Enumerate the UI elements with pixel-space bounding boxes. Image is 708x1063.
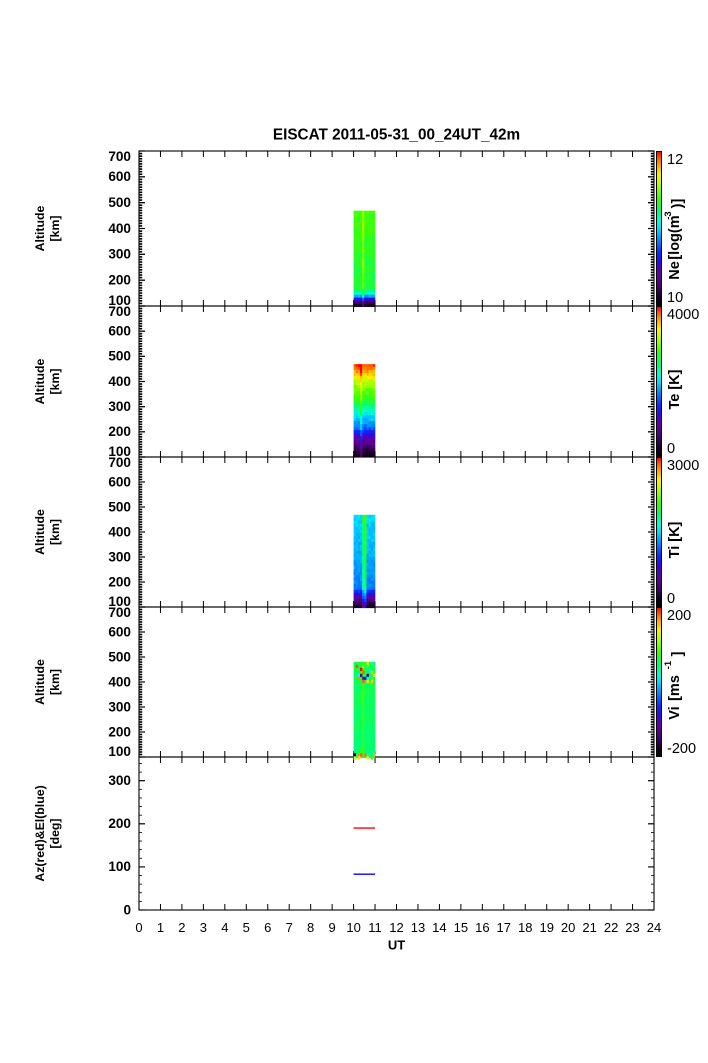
svg-text:]: ] — [670, 651, 686, 656]
svg-text:[km]: [km] — [48, 216, 62, 242]
svg-text:500: 500 — [108, 195, 131, 210]
svg-text:4: 4 — [221, 920, 228, 935]
svg-text:20: 20 — [561, 920, 575, 935]
svg-text:400: 400 — [108, 524, 131, 539]
svg-text:[ms: [ms — [667, 675, 683, 701]
svg-text:3000: 3000 — [667, 458, 699, 474]
svg-text:200: 200 — [108, 816, 131, 831]
svg-text:7: 7 — [286, 920, 293, 935]
svg-text:0: 0 — [123, 902, 131, 917]
svg-text:)]: )] — [670, 199, 686, 209]
svg-text:21: 21 — [582, 920, 596, 935]
svg-text:600: 600 — [108, 474, 131, 489]
svg-text:-200: -200 — [667, 741, 696, 757]
svg-text:17: 17 — [497, 920, 511, 935]
svg-text:400: 400 — [108, 221, 131, 236]
svg-text:400: 400 — [108, 674, 131, 689]
svg-text:400: 400 — [108, 374, 131, 389]
svg-text:200: 200 — [667, 608, 691, 624]
svg-text:Altitude: Altitude — [33, 509, 47, 555]
svg-text:16: 16 — [475, 920, 489, 935]
svg-text:3: 3 — [200, 920, 207, 935]
svg-text:Altitude: Altitude — [33, 205, 47, 251]
svg-text:600: 600 — [108, 323, 131, 338]
svg-text:200: 200 — [108, 424, 131, 439]
svg-text:10: 10 — [346, 920, 360, 935]
svg-text:12: 12 — [389, 920, 403, 935]
svg-text:Altitude: Altitude — [33, 659, 47, 705]
svg-text:1: 1 — [157, 920, 164, 935]
svg-text:-1: -1 — [663, 660, 674, 669]
svg-text:300: 300 — [108, 699, 131, 714]
svg-text:UT: UT — [388, 938, 405, 953]
svg-text:200: 200 — [108, 724, 131, 739]
svg-text:22: 22 — [604, 920, 618, 935]
svg-text:700: 700 — [108, 605, 131, 620]
svg-text:200: 200 — [108, 272, 131, 287]
svg-text:Ne: Ne — [667, 261, 683, 280]
svg-text:24: 24 — [647, 920, 661, 935]
svg-text:11: 11 — [368, 920, 382, 935]
svg-text:200: 200 — [108, 574, 131, 589]
svg-text:19: 19 — [539, 920, 553, 935]
svg-text:Az(red)&El(blue): Az(red)&El(blue) — [33, 785, 47, 881]
svg-text:EISCAT 2011-05-31_00_24UT_42m: EISCAT 2011-05-31_00_24UT_42m — [273, 127, 520, 144]
svg-text:5: 5 — [243, 920, 250, 935]
svg-text:700: 700 — [108, 455, 131, 470]
svg-text:8: 8 — [307, 920, 314, 935]
svg-text:Vi: Vi — [667, 706, 683, 719]
svg-text:6: 6 — [264, 920, 271, 935]
svg-text:500: 500 — [108, 499, 131, 514]
svg-text:Altitude: Altitude — [33, 358, 47, 404]
svg-text:0: 0 — [667, 441, 675, 457]
svg-text:[log(m: [log(m — [667, 215, 683, 259]
svg-text:100: 100 — [108, 744, 131, 759]
svg-text:2: 2 — [178, 920, 185, 935]
svg-text:300: 300 — [108, 773, 131, 788]
svg-text:9: 9 — [329, 920, 336, 935]
svg-text:[km]: [km] — [48, 369, 62, 395]
svg-text:15: 15 — [454, 920, 468, 935]
svg-text:100: 100 — [108, 859, 131, 874]
svg-text:13: 13 — [411, 920, 425, 935]
svg-text:4000: 4000 — [667, 307, 699, 323]
svg-text:300: 300 — [108, 549, 131, 564]
svg-text:Ti [K]: Ti [K] — [667, 521, 683, 558]
svg-text:[deg]: [deg] — [48, 818, 62, 848]
svg-text:700: 700 — [108, 149, 131, 164]
svg-text:500: 500 — [108, 349, 131, 364]
svg-text:12: 12 — [667, 152, 683, 168]
svg-text:18: 18 — [518, 920, 532, 935]
svg-text:Te [K]: Te [K] — [667, 369, 683, 409]
svg-text:300: 300 — [108, 247, 131, 262]
svg-text:700: 700 — [108, 304, 131, 319]
svg-text:0: 0 — [135, 920, 142, 935]
svg-text:23: 23 — [625, 920, 639, 935]
svg-text:0: 0 — [667, 591, 675, 607]
svg-text:14: 14 — [432, 920, 446, 935]
svg-text:[km]: [km] — [48, 519, 62, 545]
svg-text:10: 10 — [667, 290, 683, 306]
svg-text:600: 600 — [108, 624, 131, 639]
svg-text:[km]: [km] — [48, 669, 62, 695]
svg-text:500: 500 — [108, 649, 131, 664]
svg-text:-3: -3 — [663, 211, 674, 219]
svg-text:300: 300 — [108, 399, 131, 414]
svg-text:600: 600 — [108, 169, 131, 184]
